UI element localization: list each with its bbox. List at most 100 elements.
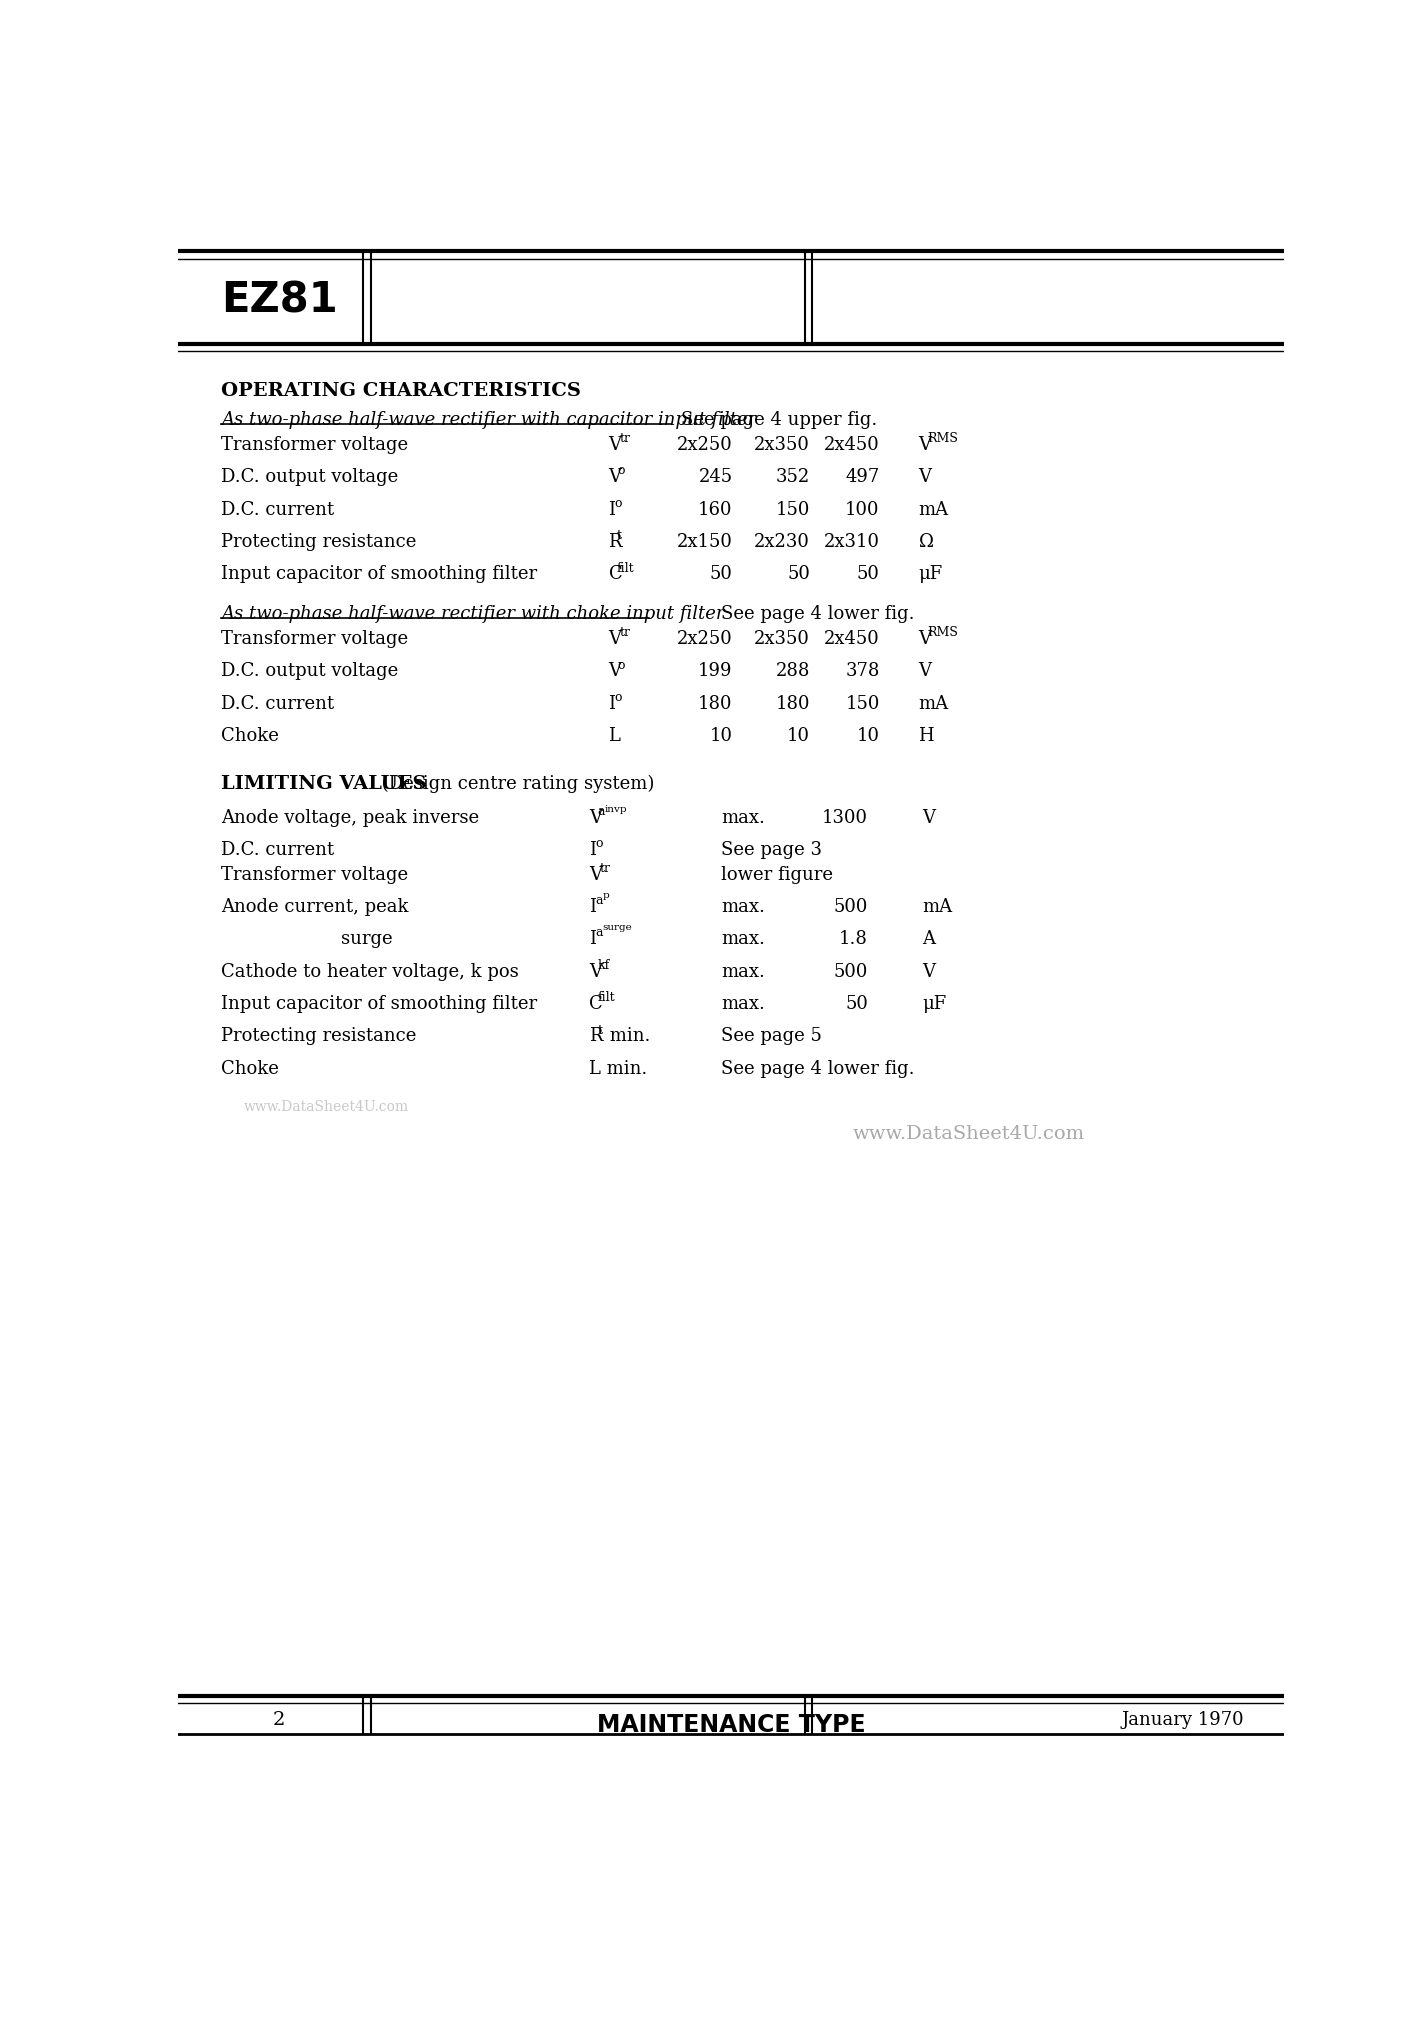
Text: V: V <box>608 631 622 647</box>
Text: See page 4 lower fig.: See page 4 lower fig. <box>721 604 915 623</box>
Text: surge: surge <box>341 931 392 947</box>
Text: t: t <box>616 529 622 543</box>
Text: μF: μF <box>919 566 943 584</box>
Text: 50: 50 <box>709 566 732 584</box>
Text: Ω: Ω <box>919 533 933 551</box>
Text: See page 3: See page 3 <box>721 841 822 860</box>
Text: 2x250: 2x250 <box>676 631 732 647</box>
Text: V: V <box>589 962 602 980</box>
Text: μF: μF <box>922 994 946 1013</box>
Text: H: H <box>919 727 935 745</box>
Text: o: o <box>616 464 625 478</box>
Text: p: p <box>602 890 609 901</box>
Text: o: o <box>615 690 622 704</box>
Text: V: V <box>589 809 602 827</box>
Text: D.C. output voltage: D.C. output voltage <box>221 662 398 680</box>
Text: max.: max. <box>721 809 765 827</box>
Text: invp: invp <box>605 805 628 815</box>
Text: L min.: L min. <box>589 1060 648 1078</box>
Text: o: o <box>616 658 625 672</box>
Text: 50: 50 <box>845 994 868 1013</box>
Text: LIMITING VALUES: LIMITING VALUES <box>221 774 427 792</box>
Text: January 1970: January 1970 <box>1122 1711 1244 1730</box>
Text: 10: 10 <box>709 727 732 745</box>
Text: V: V <box>922 809 935 827</box>
Text: max.: max. <box>721 931 765 947</box>
Text: filt: filt <box>598 990 615 1005</box>
Text: 180: 180 <box>775 694 811 713</box>
Text: R: R <box>589 1027 602 1046</box>
Text: a: a <box>598 805 605 819</box>
Text: V: V <box>589 866 602 884</box>
Text: 288: 288 <box>776 662 811 680</box>
Text: filt: filt <box>616 562 635 574</box>
Text: D.C. current: D.C. current <box>221 694 334 713</box>
Text: 2x250: 2x250 <box>676 437 732 453</box>
Text: Protecting resistance: Protecting resistance <box>221 533 417 551</box>
Text: OPERATING CHARACTERISTICS: OPERATING CHARACTERISTICS <box>221 382 581 400</box>
Text: Transformer voltage: Transformer voltage <box>221 631 408 647</box>
Text: t: t <box>598 1023 602 1037</box>
Text: As two-phase half-wave rectifier with choke input filter: As two-phase half-wave rectifier with ch… <box>221 604 725 623</box>
Text: Transformer voltage: Transformer voltage <box>221 437 408 453</box>
Text: mA: mA <box>919 694 949 713</box>
Text: o: o <box>615 496 622 510</box>
Text: Anode voltage, peak inverse: Anode voltage, peak inverse <box>221 809 479 827</box>
Text: 245: 245 <box>698 468 732 486</box>
Text: A: A <box>922 931 935 947</box>
Text: L: L <box>608 727 621 745</box>
Text: I: I <box>589 898 596 917</box>
Text: max.: max. <box>721 994 765 1013</box>
Text: RMS: RMS <box>928 627 958 639</box>
Text: EZ81: EZ81 <box>221 280 338 323</box>
Text: lower figure: lower figure <box>721 866 833 884</box>
Text: 2x350: 2x350 <box>753 631 811 647</box>
Text: 2x450: 2x450 <box>823 437 880 453</box>
Text: surge: surge <box>602 923 632 933</box>
Text: As two-phase half-wave rectifier with capacitor input filter: As two-phase half-wave rectifier with ca… <box>221 410 756 429</box>
Text: 500: 500 <box>833 898 868 917</box>
Text: Input capacitor of smoothing filter: Input capacitor of smoothing filter <box>221 566 537 584</box>
Text: See page 4 upper fig.: See page 4 upper fig. <box>681 410 876 429</box>
Text: V: V <box>919 468 932 486</box>
Text: 10: 10 <box>856 727 880 745</box>
Text: Input capacitor of smoothing filter: Input capacitor of smoothing filter <box>221 994 537 1013</box>
Text: D.C. current: D.C. current <box>221 500 334 519</box>
Text: See page 5: See page 5 <box>721 1027 822 1046</box>
Text: V: V <box>608 468 622 486</box>
Text: C: C <box>608 566 622 584</box>
Text: 150: 150 <box>845 694 880 713</box>
Text: 352: 352 <box>776 468 811 486</box>
Text: R: R <box>608 533 622 551</box>
Text: 2x350: 2x350 <box>753 437 811 453</box>
Text: 1.8: 1.8 <box>839 931 868 947</box>
Text: a: a <box>595 927 602 939</box>
Text: Protecting resistance: Protecting resistance <box>221 1027 417 1046</box>
Text: mA: mA <box>919 500 949 519</box>
Text: min.: min. <box>604 1027 651 1046</box>
Text: Cathode to heater voltage, k pos: Cathode to heater voltage, k pos <box>221 962 519 980</box>
Text: 497: 497 <box>846 468 880 486</box>
Text: V: V <box>919 437 932 453</box>
Text: 500: 500 <box>833 962 868 980</box>
Text: kf: kf <box>598 960 609 972</box>
Text: max.: max. <box>721 898 765 917</box>
Text: 180: 180 <box>698 694 732 713</box>
Text: V: V <box>919 662 932 680</box>
Text: max.: max. <box>721 962 765 980</box>
Text: (Design centre rating system): (Design centre rating system) <box>375 774 655 792</box>
Text: o: o <box>595 837 602 849</box>
Text: Choke: Choke <box>221 727 278 745</box>
Text: Anode current, peak: Anode current, peak <box>221 898 408 917</box>
Text: 50: 50 <box>856 566 880 584</box>
Text: 199: 199 <box>698 662 732 680</box>
Text: www.DataSheet4U.com: www.DataSheet4U.com <box>244 1101 410 1113</box>
Text: I: I <box>608 694 615 713</box>
Text: I: I <box>608 500 615 519</box>
Text: C: C <box>589 994 602 1013</box>
Text: Transformer voltage: Transformer voltage <box>221 866 408 884</box>
Text: I: I <box>589 931 596 947</box>
Text: See page 4 lower fig.: See page 4 lower fig. <box>721 1060 915 1078</box>
Text: 2x310: 2x310 <box>823 533 880 551</box>
Text: 2x450: 2x450 <box>823 631 880 647</box>
